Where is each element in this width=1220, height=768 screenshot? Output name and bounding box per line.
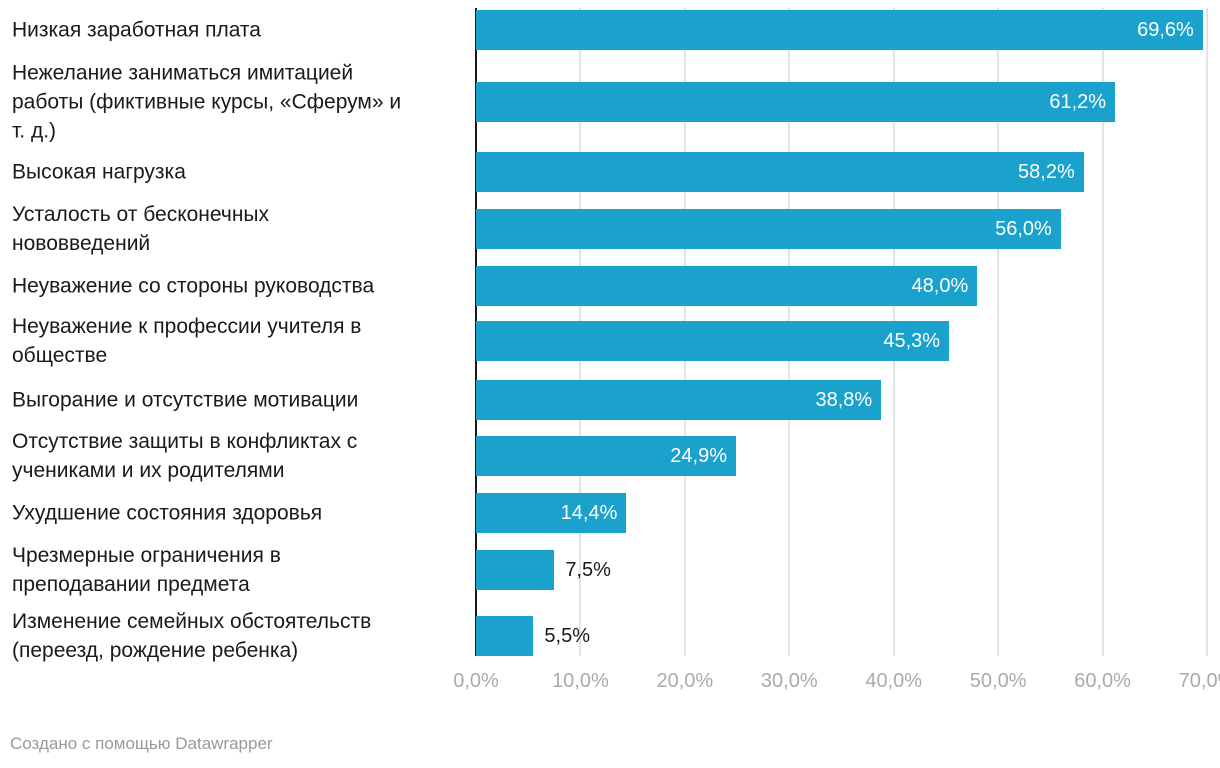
category-label-line: Нежелание заниматься имитацией: [12, 61, 354, 85]
x-tick-label: 30,0%: [760, 670, 818, 692]
x-tick-label: 40,0%: [865, 670, 923, 692]
value-label: 7,5%: [565, 559, 611, 581]
bar: [476, 82, 1116, 122]
bar: [476, 266, 978, 306]
value-label: 61,2%: [1049, 91, 1107, 113]
value-label: 56,0%: [995, 218, 1052, 240]
value-label: 48,0%: [911, 275, 969, 297]
category-label-line: нововведений: [12, 232, 151, 255]
bar: [476, 152, 1084, 192]
category-label: Низкая заработная плата: [12, 16, 467, 45]
value-label: 5,5%: [544, 625, 591, 647]
category-label-line: Неуважение к профессии учителя в: [12, 315, 362, 338]
category-label-line: (переезд, рождение ребенка): [12, 639, 299, 662]
x-tick-label: 10,0%: [552, 670, 609, 692]
value-label: 69,6%: [1137, 19, 1194, 41]
category-label-line: преподавании предмета: [12, 573, 250, 596]
x-tick-label: 60,0%: [1074, 670, 1131, 692]
value-label: 58,2%: [1018, 161, 1075, 183]
category-label-line: Изменение семейных обстоятельств: [12, 610, 372, 633]
bar: [476, 493, 627, 533]
category-label: Изменение семейных обстоятельств (переезд…: [12, 607, 467, 665]
category-label: Неуважение к профессии учителя в обществе: [12, 312, 467, 370]
bar: [476, 616, 534, 656]
bar: [476, 436, 737, 476]
category-label-line: Низкая заработная плата: [12, 18, 261, 42]
category-label-line: Чрезмерные ограничения в: [12, 544, 281, 567]
category-label: Чрезмерные ограничения в преподавании пре…: [12, 541, 467, 599]
category-label-line: Выгорание и отсутствие мотивации: [12, 388, 359, 412]
value-label: 38,8%: [815, 389, 873, 411]
value-label: 24,9%: [670, 445, 728, 467]
category-label: Неуважение со стороны руководства: [12, 272, 467, 301]
gridline: [997, 8, 1000, 656]
value-label: 14,4%: [560, 502, 618, 524]
gridline: [1206, 8, 1208, 656]
category-label-line: Высокая нагрузка: [12, 160, 186, 184]
x-tick-label: 50,0%: [969, 670, 1027, 692]
category-label: Высокая нагрузка: [12, 158, 467, 187]
category-label-line: Ухудшение состояния здоровья: [12, 501, 323, 525]
category-label-line: работы (фиктивные курсы, «Сферум» и: [12, 90, 402, 114]
bar: [476, 321, 950, 361]
category-label: Нежелание заниматься имитацией работы (фи…: [12, 59, 467, 146]
category-label-line: учениками и их родителями: [12, 459, 285, 482]
category-label-line: Усталость от бесконечных: [12, 203, 270, 226]
bar: [476, 550, 555, 590]
x-tick-label: 20,0%: [656, 670, 714, 692]
category-label-line: Неуважение со стороны руководства: [12, 274, 375, 298]
footer-credit: Создано с помощью Datawrapper: [10, 734, 273, 753]
category-label: Усталость от бесконечных нововведений: [12, 200, 467, 258]
x-tick-label: 0,0%: [453, 670, 499, 692]
category-label-line: т. д.): [12, 119, 57, 143]
category-label: Отсутствие защиты в конфликтах с ученикам…: [12, 427, 467, 485]
category-label: Выгорание и отсутствие мотивации: [12, 386, 467, 415]
bar: [476, 380, 882, 420]
category-label-line: Отсутствие защиты в конфликтах с: [12, 430, 358, 453]
bar: [476, 10, 1203, 50]
category-label: Ухудшение состояния здоровья: [12, 499, 467, 528]
gridline: [1101, 8, 1104, 656]
bar: [476, 209, 1061, 249]
value-label: 45,3%: [883, 330, 941, 352]
category-label-line: обществе: [12, 344, 108, 367]
x-tick-label: 70,0%: [1178, 670, 1220, 692]
